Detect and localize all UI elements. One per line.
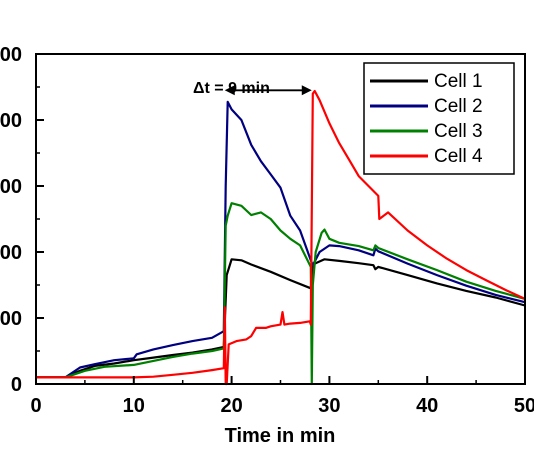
x-tick-label: 20 [220,395,242,417]
delta-t-label: Δt = 9 min [193,80,270,97]
series-line-cell-2 [36,100,526,379]
x-tick-label: 50 [514,395,534,417]
legend-label-cell-4: Cell 4 [434,146,483,167]
delta-t-arrowhead-right [301,85,312,96]
y-tick-label: 00 [0,176,22,198]
series-line-cell-4 [36,89,526,386]
y-tick-label: 00 [0,44,22,66]
x-tick-label: 40 [416,395,438,417]
x-tick-label: 0 [30,395,41,417]
x-tick-label: 30 [318,395,340,417]
legend-label-cell-1: Cell 1 [434,71,483,92]
y-tick-label: 0 [11,374,22,396]
series-line-cell-1 [36,258,526,379]
series-layer [36,89,526,386]
delta-t-annotation: Δt = 9 min [193,80,312,97]
y-tick-label: 00 [0,308,22,330]
x-tick-label: 10 [123,395,145,417]
delta-t-arrowhead-left [224,85,235,96]
legend: Cell 1 Cell 2 Cell 3 Cell 4 [363,62,515,175]
legend-label-cell-2: Cell 2 [434,96,483,117]
legend-label-cell-3: Cell 3 [434,121,483,142]
x-axis-title: Time in min [225,425,336,447]
y-tick-label: 00 [0,110,22,132]
y-tick-label: 00 [0,242,22,264]
series-line-cell-3 [36,202,526,386]
